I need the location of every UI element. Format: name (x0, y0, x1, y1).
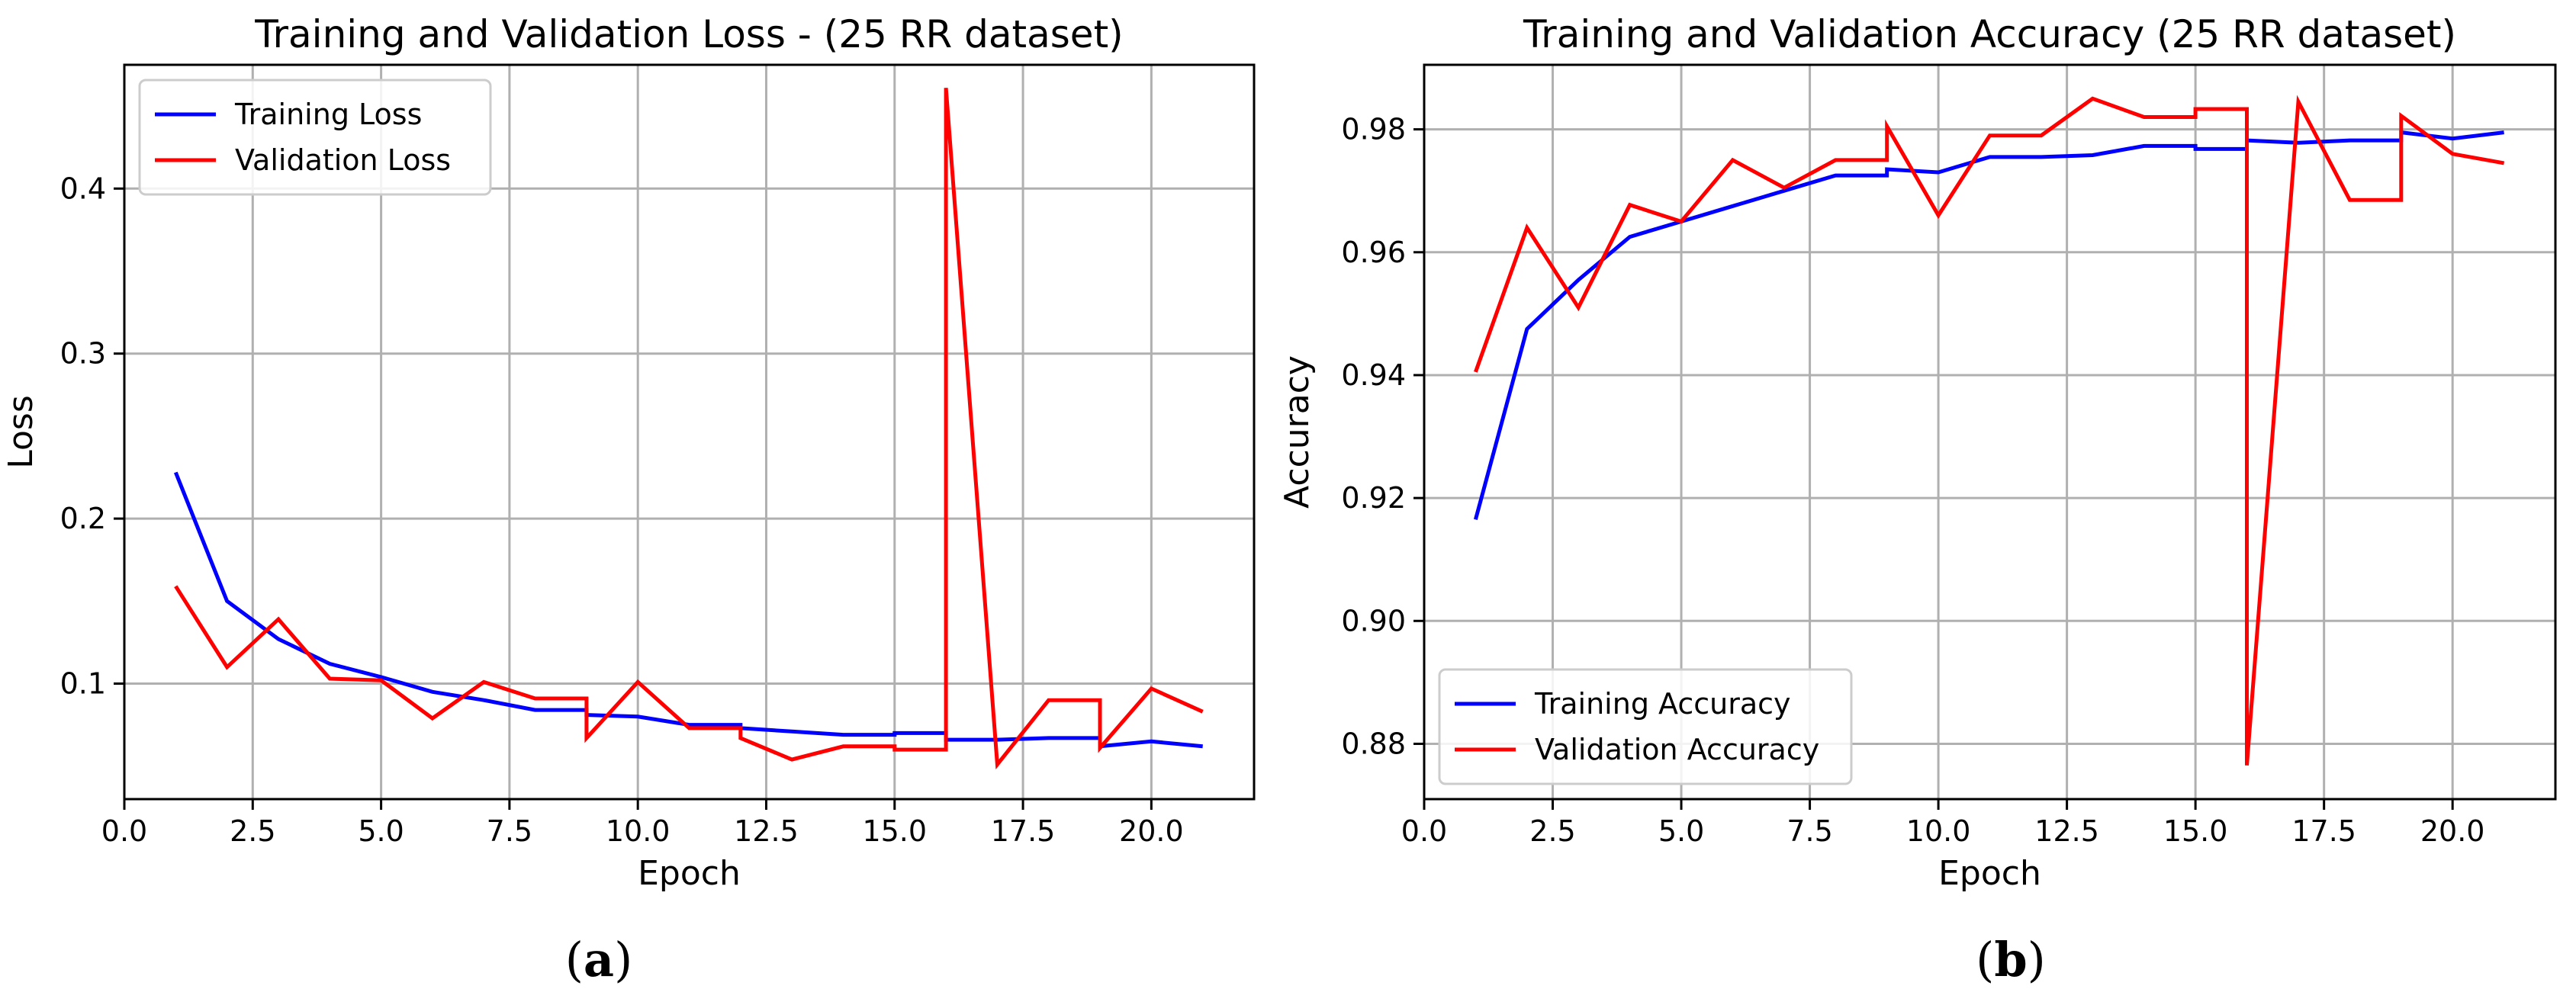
accuracy-ytick-label-0: 0.88 (1341, 727, 1406, 760)
loss-legend-validation-label: Validation Loss (235, 143, 451, 177)
loss-xtick-label-7: 17.5 (991, 814, 1056, 848)
accuracy-xtick-label-3: 7.5 (1786, 814, 1832, 848)
loss-xtick-label-0: 0.0 (101, 814, 147, 848)
loss-xtick-label-4: 10.0 (606, 814, 671, 848)
accuracy-ytick-label-2: 0.92 (1341, 481, 1406, 515)
loss-legend: Training Loss Validation Loss (138, 79, 492, 196)
loss-y-axis-label: Loss (2, 395, 40, 469)
loss-xtick-label-3: 7.5 (487, 814, 532, 848)
loss-x-axis-label: Epoch (638, 854, 741, 893)
loss-plot-frame (123, 63, 1256, 801)
loss-xtick-label-6: 15.0 (862, 814, 927, 848)
accuracy-chart-title: Training and Validation Accuracy (25 RR … (1523, 12, 2456, 56)
accuracy-x-axis-label: Epoch (1938, 854, 2041, 893)
loss-xtick-label-5: 12.5 (734, 814, 799, 848)
accuracy-xtick-label-7: 17.5 (2291, 814, 2356, 848)
accuracy-ytick-label-5: 0.98 (1341, 113, 1406, 146)
accuracy-xtick-label-2: 5.0 (1658, 814, 1704, 848)
loss-legend-box (138, 79, 492, 196)
loss-xtick-label-1: 2.5 (230, 814, 275, 848)
loss-chart-title: Training and Validation Loss - (25 RR da… (254, 12, 1123, 56)
loss-ytick-label-0: 0.1 (60, 667, 106, 701)
caption-a-label: a (583, 932, 615, 987)
accuracy-legend-validation-label: Validation Accuracy (1535, 733, 1819, 766)
accuracy-xtick-label-6: 15.0 (2163, 814, 2228, 848)
loss-xtick-label-8: 20.0 (1119, 814, 1184, 848)
caption-b: (b) (1976, 932, 2046, 987)
loss-chart: 0.0 2.5 5.0 7.5 10.0 12.5 15.0 17.5 20.0 0.1 0.2 0.… (2, 12, 1256, 893)
accuracy-xtick-label-8: 20.0 (2420, 814, 2485, 848)
accuracy-legend-training-label: Training Accuracy (1534, 687, 1791, 721)
loss-xtick-label-2: 5.0 (358, 814, 404, 848)
accuracy-series-training-line (1473, 130, 2504, 520)
accuracy-plot-frame (1423, 63, 2557, 801)
accuracy-legend-box (1438, 668, 1853, 785)
accuracy-y-axis-label: Accuracy (1278, 355, 1317, 509)
accuracy-ytick-label-3: 0.94 (1341, 358, 1406, 392)
loss-ytick-label-1: 0.2 (60, 502, 106, 535)
accuracy-chart: 0.0 2.5 5.0 7.5 10.0 12.5 15.0 17.5 20.0 0.88 0.90… (1278, 12, 2557, 893)
accuracy-legend: Training Accuracy Validation Accuracy (1438, 668, 1853, 785)
caption-a: (a) (564, 932, 633, 987)
accuracy-xtick-label-5: 12.5 (2034, 814, 2099, 848)
accuracy-series-validation-line (1474, 95, 2505, 766)
accuracy-xtick-label-1: 2.5 (1529, 814, 1575, 848)
accuracy-xtick-label-4: 10.0 (1906, 814, 1971, 848)
loss-legend-training-label: Training Loss (234, 98, 422, 131)
accuracy-ytick-label-4: 0.96 (1341, 236, 1406, 269)
loss-series-validation-line (174, 88, 1204, 770)
accuracy-xtick-label-0: 0.0 (1401, 814, 1447, 848)
loss-ytick-label-2: 0.3 (60, 337, 106, 371)
loss-series-training-line (173, 471, 1203, 749)
loss-ytick-label-3: 0.4 (60, 172, 106, 205)
caption-b-label: b (1994, 932, 2028, 987)
accuracy-ytick-label-1: 0.90 (1341, 604, 1406, 637)
